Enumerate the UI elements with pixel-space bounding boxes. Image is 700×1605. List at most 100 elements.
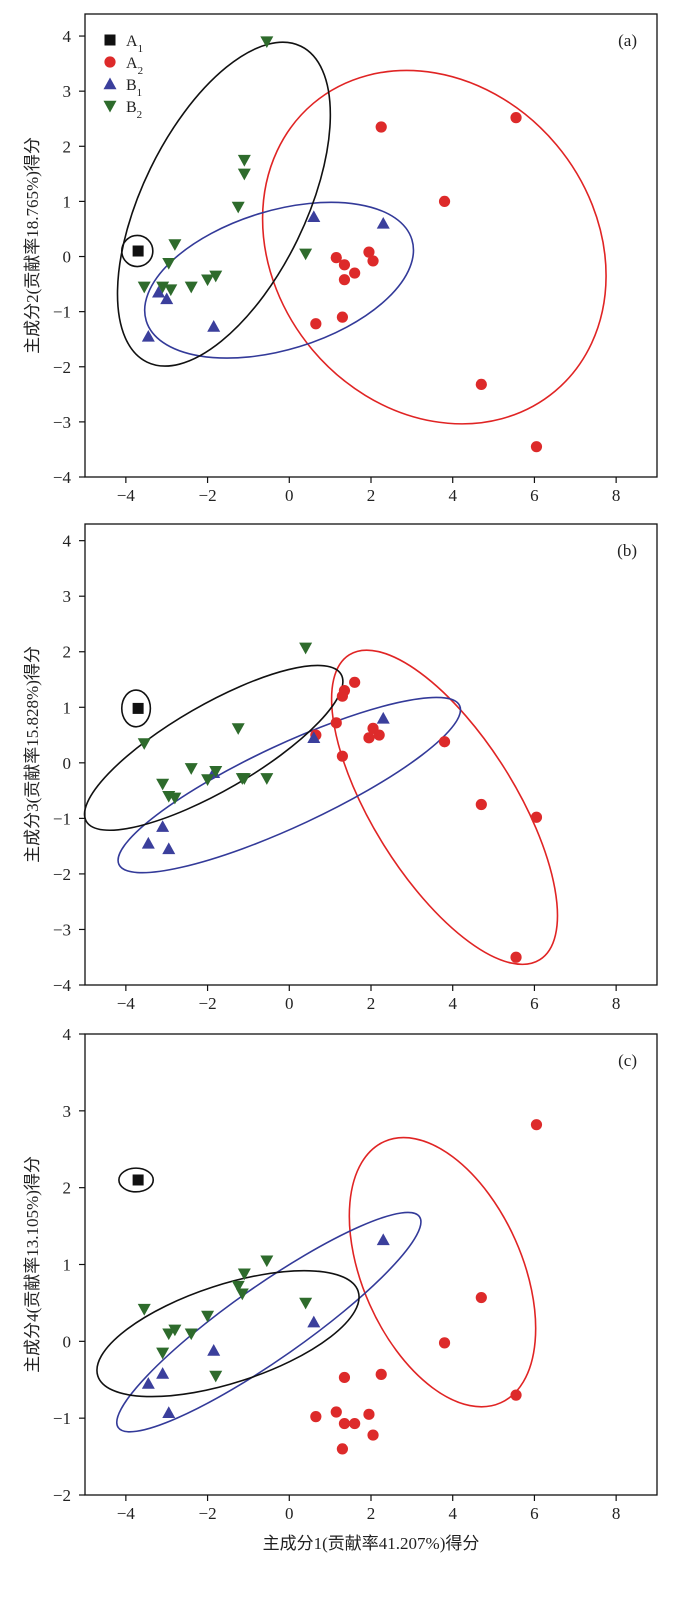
point-b1: [162, 1406, 176, 1418]
point-b1: [156, 820, 170, 832]
point-b2: [164, 284, 178, 297]
legend-label-b2: B2: [126, 99, 142, 121]
x-tick-label: 2: [367, 994, 376, 1013]
confidence-ellipse-b2: [116, 41, 332, 367]
point-b2: [184, 763, 198, 775]
point-a2: [338, 1371, 351, 1384]
panel-2: −4 −2 0 2 4 6 8 −4 −3 −2 −1 0 1 2 3 4 主成分3(贡献率15.828%)得分…: [23, 523, 658, 1013]
x-tick-label: 0: [285, 994, 294, 1013]
point-b2: [235, 1288, 249, 1301]
point-a2: [336, 1443, 348, 1455]
point-b1: [307, 731, 321, 744]
point-a2: [375, 1368, 387, 1380]
point-a2: [438, 195, 451, 208]
point-b2: [184, 281, 198, 294]
x-tick-label: −4: [117, 486, 136, 505]
y-tick-label: −4: [53, 468, 72, 487]
point-a2: [338, 1417, 351, 1430]
y-tick-label: 1: [63, 1256, 72, 1275]
legend-marker-a1: [104, 34, 116, 46]
legend-label-a2: A2: [126, 55, 143, 77]
point-a2: [475, 798, 487, 811]
point-a2: [363, 732, 375, 744]
confidence-ellipse-b2: [83, 664, 344, 832]
panel-label: (a): [618, 31, 637, 50]
x-tick-label: −4: [117, 1504, 136, 1523]
point-b2: [237, 1268, 251, 1281]
y-tick-label: 2: [63, 1179, 72, 1198]
panel-1: −4 −2 0 2 4 6 8 −4 −3 −2 −1 0 1 2 3 4 主成分2(贡献率18.765%)得分…: [23, 13, 658, 505]
point-a2: [530, 1119, 543, 1131]
y-tick-label: 1: [63, 698, 72, 717]
point-b1: [160, 292, 174, 305]
point-a2: [375, 121, 387, 133]
point-a2: [510, 1389, 522, 1401]
y-tick-label: 3: [63, 82, 72, 101]
point-a2: [336, 750, 348, 762]
y-tick-label: −4: [53, 976, 72, 995]
point-a2: [475, 1291, 487, 1304]
point-a2: [373, 729, 385, 741]
point-a2: [438, 736, 451, 748]
plot-frame: [84, 1033, 658, 1496]
y-tick-label: 4: [63, 1025, 72, 1044]
point-b2: [299, 1297, 313, 1310]
x-tick-label: 0: [285, 486, 294, 505]
point-a2: [510, 112, 522, 124]
point-b2: [201, 774, 215, 786]
point-a2: [530, 441, 543, 453]
x-tick-label: 6: [530, 1504, 539, 1523]
point-b2: [237, 168, 251, 181]
panel-label: (c): [618, 1051, 637, 1070]
point-a2: [349, 1417, 361, 1430]
point-a1: [132, 1174, 144, 1186]
point-b1: [156, 1367, 170, 1379]
y-tick-label: −1: [53, 303, 71, 322]
x-tick-label: 2: [367, 486, 376, 505]
x-tick-label: 6: [530, 994, 539, 1013]
panel-3: −4 −2 0 2 4 6 8 −2 −1 0 1 2 3 4 主成分4(贡献率13.105%)得分主成分1…: [23, 1025, 658, 1553]
point-a2: [336, 311, 348, 323]
y-tick-label: −1: [53, 1409, 71, 1428]
point-b2: [237, 154, 251, 167]
legend-marker-b2: [103, 100, 117, 113]
y-tick-label: 2: [63, 137, 72, 156]
confidence-ellipse-b2: [96, 1269, 360, 1398]
point-b2: [299, 248, 313, 261]
x-tick-label: 4: [448, 1504, 457, 1523]
plot-frame: [84, 13, 658, 478]
point-b2: [231, 723, 245, 735]
point-b1: [376, 1233, 390, 1246]
y-axis-label: 主成分3(贡献率15.828%)得分: [23, 646, 42, 863]
point-b2: [231, 1280, 245, 1293]
point-b2: [168, 792, 182, 805]
point-b2: [162, 1328, 176, 1341]
point-a2: [330, 252, 342, 264]
confidence-ellipse-a2: [261, 69, 607, 425]
confidence-ellipse-b1: [143, 201, 415, 359]
legend-marker-b1: [103, 77, 117, 90]
point-b1: [207, 1344, 221, 1356]
plot-frame: [84, 523, 658, 986]
x-tick-label: −2: [199, 486, 217, 505]
point-b1: [162, 842, 176, 855]
point-b1: [307, 1315, 321, 1328]
point-b2: [209, 765, 223, 778]
point-a2: [363, 1408, 375, 1420]
x-tick-label: 4: [448, 994, 457, 1013]
y-tick-label: −3: [53, 920, 71, 939]
x-tick-label: 8: [612, 1504, 621, 1523]
point-b2: [168, 239, 182, 251]
confidence-ellipse-a2: [348, 1136, 537, 1408]
x-tick-label: 4: [448, 486, 457, 505]
y-axis-label: 主成分4(贡献率13.105%)得分: [23, 1156, 42, 1373]
point-b2: [209, 270, 223, 283]
point-a2: [336, 690, 348, 702]
point-a2: [367, 1429, 379, 1441]
point-b2: [260, 36, 274, 49]
y-tick-label: −2: [53, 358, 71, 377]
point-a2: [349, 676, 361, 688]
point-b2: [137, 738, 151, 750]
point-b1: [207, 320, 221, 332]
